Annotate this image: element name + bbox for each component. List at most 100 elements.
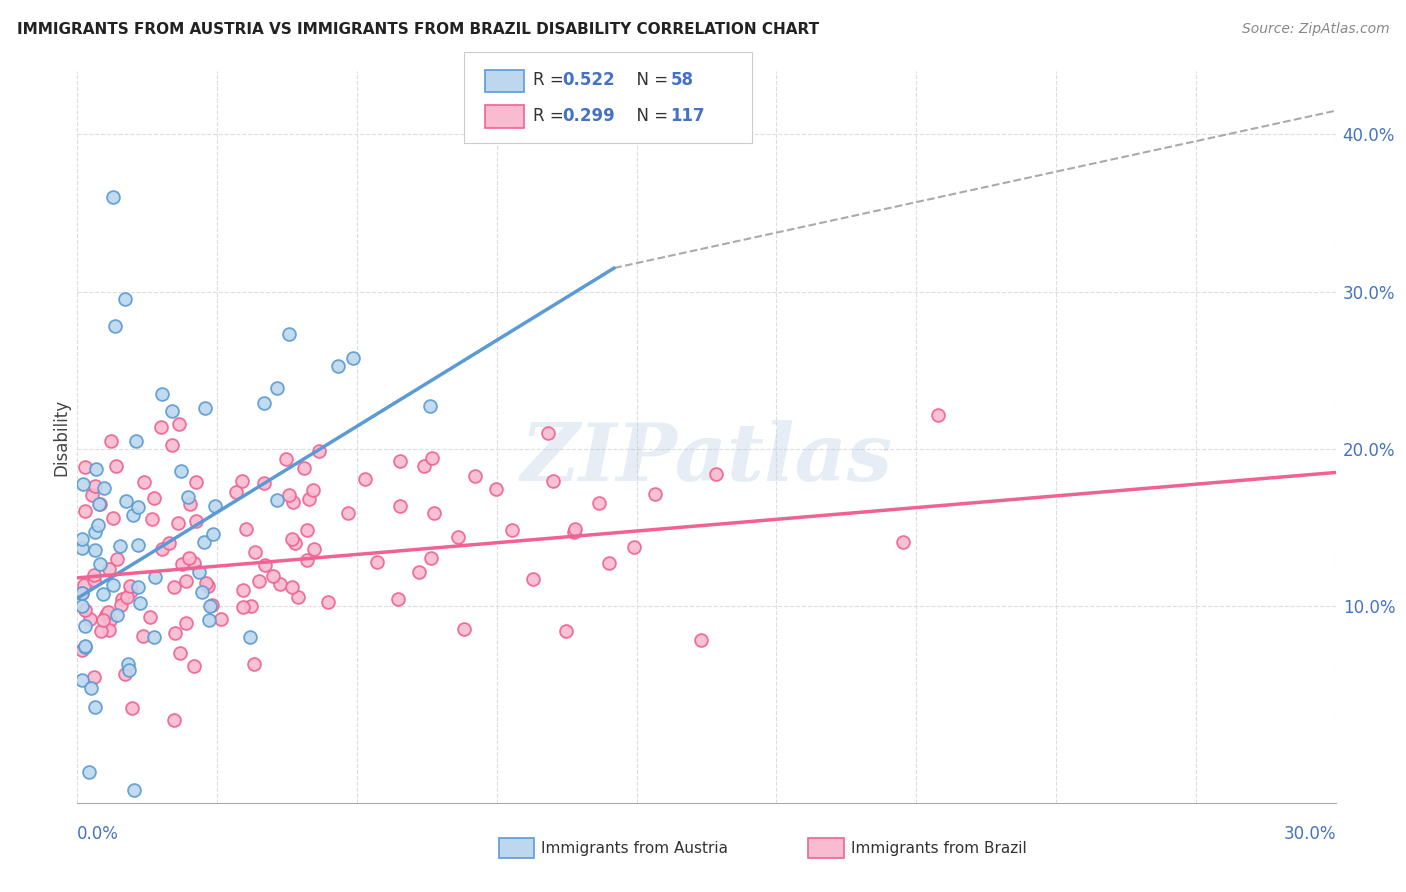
Point <box>177 491 200 505</box>
Point <box>72 477 94 491</box>
Point <box>308 444 330 458</box>
Point <box>389 500 412 514</box>
Point <box>235 522 257 536</box>
Point <box>73 640 96 654</box>
Point <box>118 579 141 593</box>
Point <box>193 535 215 549</box>
Point <box>110 598 132 612</box>
Point <box>75 504 97 518</box>
Point <box>262 569 284 583</box>
Text: 0.299: 0.299 <box>562 107 616 125</box>
Point <box>141 511 163 525</box>
Point <box>644 487 666 501</box>
Point <box>197 579 219 593</box>
Point <box>89 557 111 571</box>
Point <box>83 670 105 684</box>
Point <box>278 487 301 501</box>
Point <box>284 535 307 549</box>
Point <box>419 399 441 413</box>
Point <box>927 408 949 422</box>
Point <box>73 619 96 633</box>
Point <box>588 495 610 509</box>
Point <box>204 499 226 513</box>
Point <box>98 613 121 627</box>
Point <box>150 387 173 401</box>
Point <box>195 576 218 591</box>
Point <box>387 592 409 607</box>
Point <box>274 452 297 467</box>
Point <box>188 566 211 580</box>
Text: Immigrants from Austria: Immigrants from Austria <box>541 841 728 855</box>
Point <box>105 459 128 474</box>
Point <box>183 658 205 673</box>
Point <box>163 626 186 640</box>
Point <box>232 582 254 597</box>
Point <box>97 624 120 638</box>
Point <box>564 524 586 539</box>
Point <box>245 545 267 559</box>
Point <box>70 541 93 555</box>
Point <box>179 550 201 565</box>
Point <box>93 587 115 601</box>
Point <box>83 567 105 582</box>
Point <box>269 576 291 591</box>
Point <box>169 647 191 661</box>
Point <box>537 425 560 440</box>
Point <box>70 643 93 657</box>
Point <box>176 574 198 588</box>
Point <box>453 622 475 636</box>
Point <box>420 450 443 465</box>
Point <box>184 475 207 490</box>
Point <box>125 434 148 449</box>
Point <box>163 581 186 595</box>
Point <box>104 319 127 334</box>
Point <box>114 667 136 681</box>
Point <box>89 497 111 511</box>
Point <box>160 438 183 452</box>
Point <box>120 584 142 599</box>
Point <box>167 417 190 431</box>
Point <box>243 657 266 671</box>
Point <box>70 586 93 600</box>
Point <box>84 524 107 539</box>
Point <box>122 508 145 523</box>
Point <box>353 471 375 485</box>
Point <box>179 497 201 511</box>
Point <box>202 527 225 541</box>
Point <box>127 500 149 515</box>
Point <box>97 605 120 619</box>
Point <box>73 640 96 654</box>
Point <box>70 673 93 687</box>
Point <box>231 474 253 488</box>
Point <box>342 351 364 365</box>
Point <box>73 603 96 617</box>
Point <box>96 607 118 622</box>
Point <box>287 590 309 604</box>
Point <box>253 475 276 490</box>
Text: Source: ZipAtlas.com: Source: ZipAtlas.com <box>1241 22 1389 37</box>
Point <box>79 612 101 626</box>
Point <box>239 599 262 614</box>
Point <box>75 459 97 474</box>
Point <box>100 434 122 449</box>
Point <box>304 542 326 557</box>
Point <box>86 517 108 532</box>
Text: N =: N = <box>626 71 673 89</box>
Text: N =: N = <box>626 107 673 125</box>
Point <box>247 574 270 588</box>
Point <box>139 610 162 624</box>
Point <box>89 497 111 511</box>
Point <box>232 600 254 615</box>
Point <box>174 616 197 631</box>
Text: IMMIGRANTS FROM AUSTRIA VS IMMIGRANTS FROM BRAZIL DISABILITY CORRELATION CHART: IMMIGRANTS FROM AUSTRIA VS IMMIGRANTS FR… <box>17 22 820 37</box>
Point <box>366 554 388 568</box>
Point <box>266 381 288 395</box>
Point <box>281 580 304 594</box>
Text: ZIPatlas: ZIPatlas <box>520 420 893 498</box>
Text: 117: 117 <box>671 107 706 125</box>
Point <box>554 624 576 639</box>
Point <box>105 552 128 566</box>
Text: 58: 58 <box>671 71 693 89</box>
Point <box>704 467 727 481</box>
Point <box>118 664 141 678</box>
